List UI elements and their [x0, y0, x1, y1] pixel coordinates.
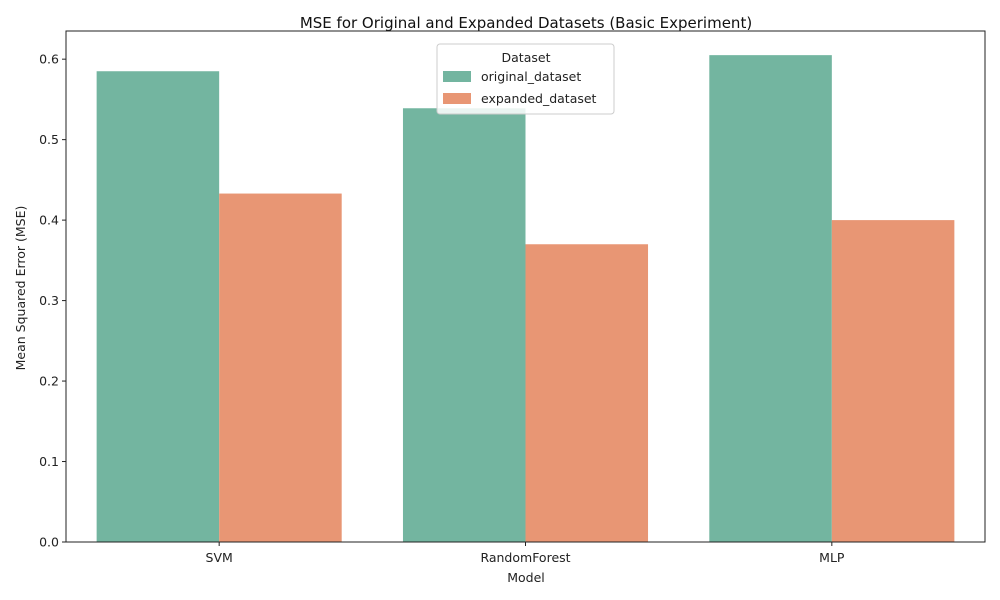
bar-original_dataset-RandomForest — [402, 108, 526, 542]
bar-expanded_dataset-MLP — [831, 220, 955, 542]
legend-swatch-original_dataset — [443, 71, 471, 82]
bar-expanded_dataset-SVM — [219, 193, 342, 543]
y-tick-label: 0.4 — [39, 213, 59, 228]
legend-frame — [436, 43, 615, 115]
y-tick-label: 0.2 — [39, 374, 59, 389]
y-axis-ticks: 0.0 0.1 0.2 0.3 0.4 0.5 0.6 — [39, 52, 66, 550]
legend: Dataset original_dataset expanded_dataset — [436, 43, 615, 115]
y-tick-label: 0.0 — [39, 535, 59, 550]
x-tick-label: RandomForest — [480, 550, 570, 565]
y-tick-label: 0.1 — [39, 454, 59, 469]
legend-label: expanded_dataset — [481, 91, 597, 106]
y-tick-label: 0.5 — [39, 132, 59, 147]
y-axis-label: Mean Squared Error (MSE) — [13, 206, 28, 371]
y-tick-label: 0.6 — [39, 52, 59, 67]
bar-original_dataset-MLP — [709, 55, 832, 543]
legend-title: Dataset — [502, 50, 551, 65]
bars-group — [96, 55, 955, 543]
bar-expanded_dataset-RandomForest — [525, 244, 649, 543]
legend-entries: original_dataset expanded_dataset — [443, 69, 597, 106]
x-axis-ticks: SVM RandomForest MLP — [206, 542, 845, 565]
y-tick-label: 0.3 — [39, 293, 59, 308]
chart-title: MSE for Original and Expanded Datasets (… — [300, 14, 752, 32]
legend-label: original_dataset — [481, 69, 581, 84]
plot-frame — [65, 30, 986, 543]
x-tick-label: MLP — [819, 550, 845, 565]
legend-swatch-expanded_dataset — [443, 93, 471, 104]
x-tick-label: SVM — [206, 550, 233, 565]
bar-original_dataset-SVM — [96, 71, 220, 543]
x-axis-label: Model — [507, 570, 545, 585]
